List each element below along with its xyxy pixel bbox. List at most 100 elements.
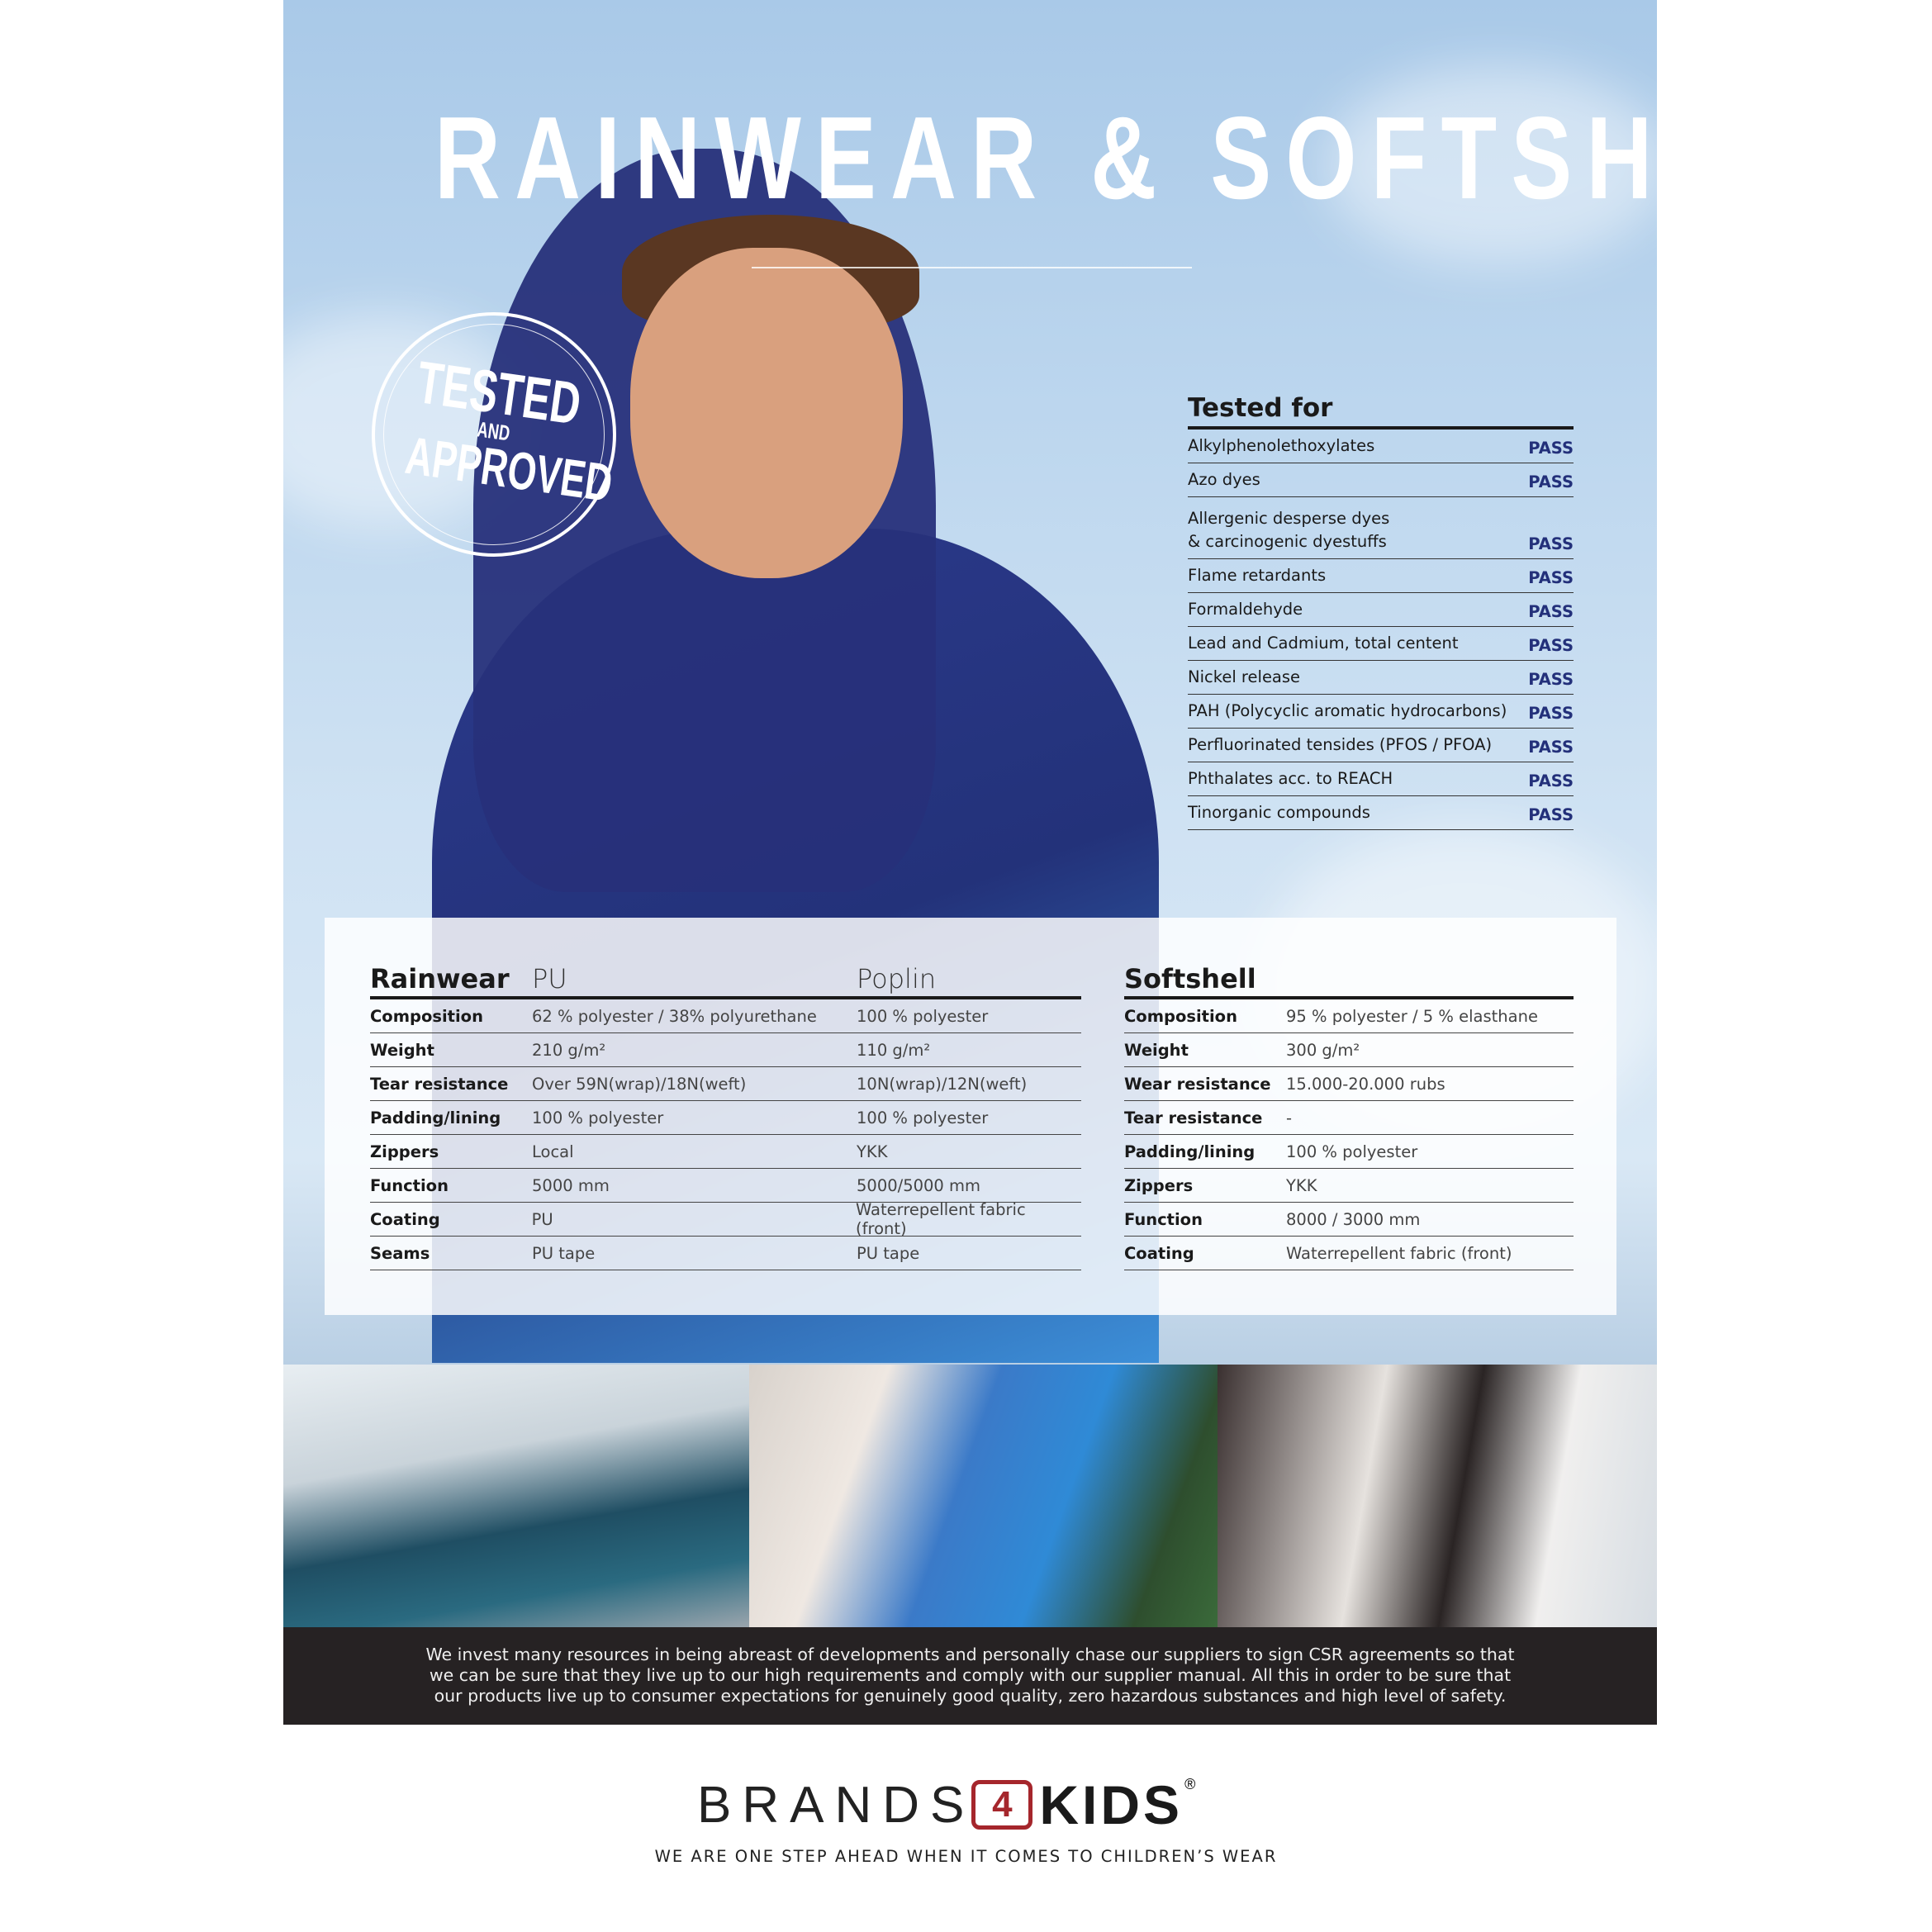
poplin-value: Waterrepellent fabric (front) — [856, 1200, 1026, 1238]
fabric-machine-photo — [283, 1365, 749, 1627]
test-result: PASS — [1528, 738, 1574, 757]
pu-value: 62 % polyester / 38% polyurethane — [532, 1006, 817, 1026]
spec-label: Coating — [1124, 1243, 1194, 1263]
softshell-row: Function 8000 / 3000 mm — [1124, 1203, 1574, 1237]
softshell-row: Composition 95 % polyester / 5 % elasthan… — [1124, 999, 1574, 1033]
spec-label: Seams — [370, 1243, 430, 1263]
test-row: Perfluorinated tensides (PFOS / PFOA) PAS… — [1188, 729, 1574, 762]
softshell-row: Padding/lining 100 % polyester — [1124, 1135, 1574, 1169]
pu-value: 210 g/m² — [532, 1040, 606, 1060]
rainwear-row: Function 5000 mm 5000/5000 mm — [370, 1169, 1081, 1203]
test-result: PASS — [1528, 439, 1574, 458]
poplin-value: 5000/5000 mm — [857, 1175, 981, 1195]
title-divider — [752, 267, 1192, 268]
test-result: PASS — [1528, 771, 1574, 790]
rainwear-table: Rainwear PU Poplin Composition 62 % polye… — [370, 957, 1081, 1270]
spec-label: Coating — [370, 1209, 440, 1229]
softshell-value: 300 g/m² — [1286, 1040, 1360, 1060]
stamp-line1: TESTED — [412, 349, 585, 438]
rainwear-row: Zippers Local YKK — [370, 1135, 1081, 1169]
test-result: PASS — [1528, 636, 1574, 655]
test-result: PASS — [1528, 805, 1574, 824]
rainwear-row: Coating PU Waterrepellent fabric (front) — [370, 1200, 1081, 1238]
test-row: Phthalates acc. to REACH PASS — [1188, 762, 1574, 796]
tested-approved-stamp: TESTED AND APPROVED — [372, 312, 616, 557]
spec-label: Weight — [1124, 1040, 1189, 1060]
rainwear-col-poplin: Poplin — [857, 963, 937, 994]
poplin-value: 100 % polyester — [857, 1108, 989, 1127]
test-label: Phthalates acc. to REACH — [1188, 769, 1393, 788]
spec-label: Tear resistance — [1124, 1108, 1263, 1127]
pu-value: 5000 mm — [532, 1175, 610, 1195]
softshell-row: Tear resistance - — [1124, 1101, 1574, 1135]
test-row: Allergenic desperse dyes & carcinogenic … — [1188, 497, 1574, 559]
logo-four: 4 — [971, 1780, 1033, 1830]
spec-label: Composition — [370, 1006, 483, 1026]
rainwear-row: Padding/lining 100 % polyester 100 % polye… — [370, 1101, 1081, 1135]
test-label: Azo dyes — [1188, 470, 1260, 489]
test-label: Formaldehyde — [1188, 600, 1303, 619]
spec-label: Weight — [370, 1040, 434, 1060]
pu-value: Local — [532, 1142, 574, 1161]
tested-for-table: Tested for Alkylphenolethoxylates PASS Azo… — [1188, 393, 1574, 830]
rainwear-col-pu: PU — [532, 963, 567, 994]
rainwear-row: Weight 210 g/m² 110 g/m² — [370, 1033, 1081, 1067]
softshell-row: Weight 300 g/m² — [1124, 1033, 1574, 1067]
sewing-worker-photo — [749, 1365, 1218, 1627]
softshell-value: 100 % polyester — [1286, 1142, 1418, 1161]
softshell-row: Wear resistance 15.000-20.000 rubs — [1124, 1067, 1574, 1101]
rainwear-heading: Rainwear — [370, 963, 510, 994]
statement-band: We invest many resources in being abreas… — [283, 1627, 1657, 1725]
softshell-row: Zippers YKK — [1124, 1169, 1574, 1203]
spec-label: Tear resistance — [370, 1074, 509, 1094]
test-label: Tinorganic compounds — [1188, 803, 1370, 822]
test-label: Allergenic desperse dyes & carcinogenic … — [1188, 509, 1390, 551]
spec-label: Function — [370, 1175, 449, 1195]
test-result: PASS — [1528, 472, 1574, 491]
test-row: Tinorganic compounds PASS — [1188, 796, 1574, 830]
test-result: PASS — [1528, 704, 1574, 723]
poplin-value: YKK — [857, 1142, 888, 1161]
test-row: Lead and Cadmium, total centent PASS — [1188, 627, 1574, 661]
test-label: Perfluorinated tensides (PFOS / PFOA) — [1188, 735, 1493, 754]
stamp-line2: AND — [475, 416, 512, 446]
softshell-heading: Softshell — [1124, 963, 1256, 994]
test-row: PAH (Polycyclic aromatic hydrocarbons) PA… — [1188, 695, 1574, 729]
test-label: PAH (Polycyclic aromatic hydrocarbons) — [1188, 701, 1507, 720]
rainwear-row: Composition 62 % polyester / 38% polyuret… — [370, 999, 1081, 1033]
spec-label: Padding/lining — [370, 1108, 501, 1127]
pu-value: Over 59N(wrap)/18N(weft) — [532, 1074, 747, 1094]
spec-label: Function — [1124, 1209, 1203, 1229]
test-row: Flame retardants PASS — [1188, 559, 1574, 593]
test-result: PASS — [1528, 534, 1574, 553]
softshell-table: Softshell Composition 95 % polyester / 5 … — [1124, 957, 1574, 1270]
poster: RAINWEAR & SOFTSHELL TESTED AND APPROVED… — [283, 0, 1657, 1725]
test-label: Lead and Cadmium, total centent — [1188, 634, 1459, 653]
test-result: PASS — [1528, 568, 1574, 587]
pu-value: 100 % polyester — [532, 1108, 664, 1127]
poplin-value: 10N(wrap)/12N(weft) — [857, 1074, 1028, 1094]
spec-label: Zippers — [1124, 1175, 1194, 1195]
poplin-value: 110 g/m² — [857, 1040, 931, 1060]
softshell-value: 8000 / 3000 mm — [1286, 1209, 1421, 1229]
spec-label: Zippers — [370, 1142, 439, 1161]
test-label: Nickel release — [1188, 667, 1301, 686]
logo-kids: KIDS — [1039, 1774, 1184, 1835]
tagline: WE ARE ONE STEP AHEAD WHEN IT COMES TO C… — [654, 1847, 1278, 1866]
softshell-value: YKK — [1286, 1175, 1317, 1195]
softshell-value: - — [1286, 1108, 1293, 1127]
softshell-value: Waterrepellent fabric (front) — [1286, 1243, 1512, 1263]
registered-mark: ® — [1184, 1776, 1196, 1792]
test-label: Flame retardants — [1188, 566, 1327, 585]
softshell-value: 95 % polyester / 5 % elasthane — [1286, 1006, 1538, 1026]
test-row: Azo dyes PASS — [1188, 463, 1574, 497]
rainwear-row: Tear resistance Over 59N(wrap)/18N(weft) 1… — [370, 1067, 1081, 1101]
softshell-row: Coating Waterrepellent fabric (front) — [1124, 1237, 1574, 1270]
page-title: RAINWEAR & SOFTSHELL — [434, 93, 1657, 224]
test-row: Alkylphenolethoxylates PASS — [1188, 430, 1574, 463]
seamstress-photo — [1218, 1365, 1657, 1627]
spec-label: Composition — [1124, 1006, 1237, 1026]
child-face-image — [630, 248, 903, 578]
test-result: PASS — [1528, 670, 1574, 689]
test-row: Nickel release PASS — [1188, 661, 1574, 695]
